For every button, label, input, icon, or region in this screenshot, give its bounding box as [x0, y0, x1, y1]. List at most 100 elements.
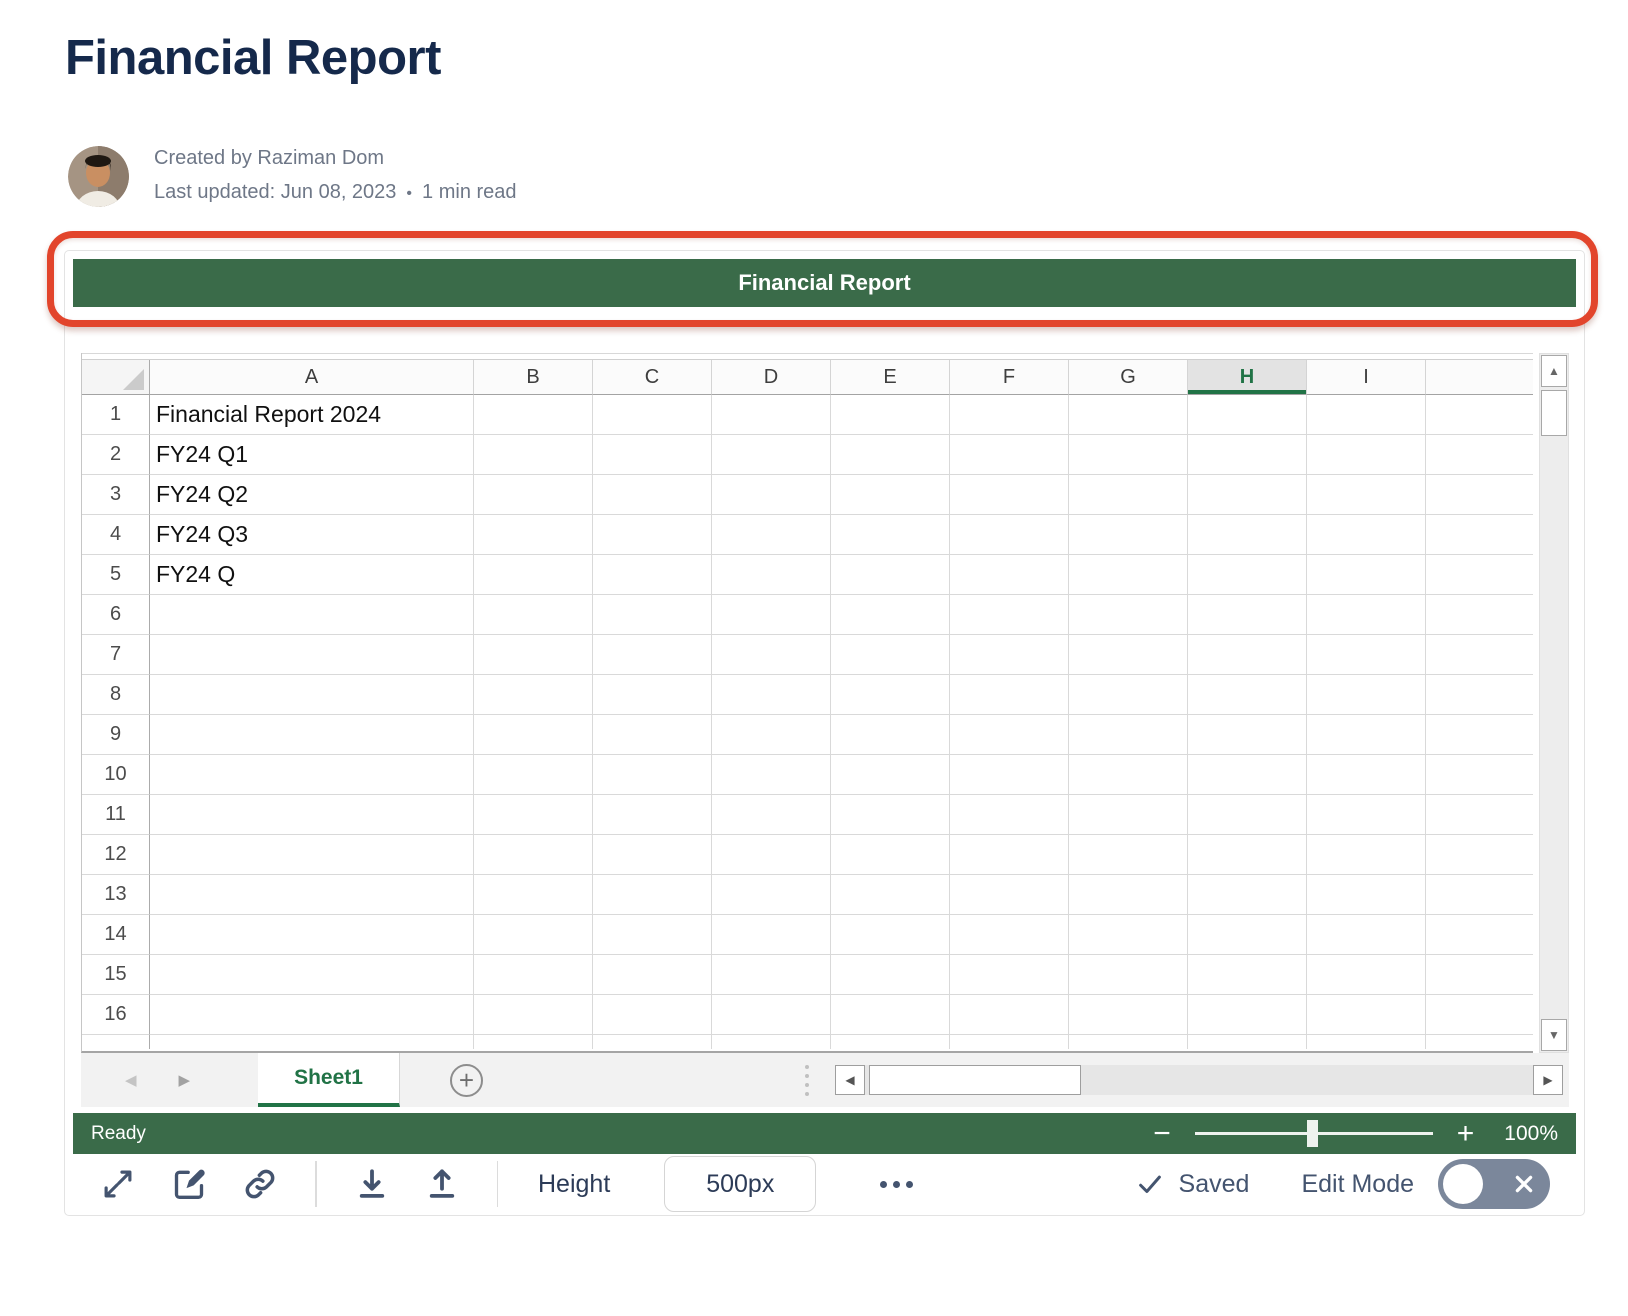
row-header-5[interactable]: 5: [82, 555, 150, 595]
cell-A4[interactable]: FY24 Q3: [150, 515, 474, 555]
cell-H2[interactable]: [1188, 435, 1307, 475]
cell-C3[interactable]: [593, 475, 712, 515]
cell-A3[interactable]: FY24 Q2: [150, 475, 474, 515]
vertical-scrollbar[interactable]: ▲ ▼: [1539, 353, 1569, 1053]
row-header-14[interactable]: 14: [82, 915, 150, 955]
horizontal-scrollbar-track[interactable]: [865, 1065, 1533, 1095]
cell-I2[interactable]: [1307, 435, 1426, 475]
cell-H6[interactable]: [1188, 595, 1307, 635]
cell-F7[interactable]: [950, 635, 1069, 675]
cell-F10[interactable]: [950, 755, 1069, 795]
cell-E8[interactable]: [831, 675, 950, 715]
cell-G7[interactable]: [1069, 635, 1188, 675]
row-header-1[interactable]: 1: [82, 395, 150, 435]
row-header-10[interactable]: 10: [82, 755, 150, 795]
cell-F1[interactable]: [950, 395, 1069, 435]
expand-button[interactable]: [99, 1165, 137, 1203]
cell-C14[interactable]: [593, 915, 712, 955]
zoom-out-button[interactable]: −: [1153, 1116, 1171, 1150]
cell-C5[interactable]: [593, 555, 712, 595]
cell-D3[interactable]: [712, 475, 831, 515]
cell-D8[interactable]: [712, 675, 831, 715]
row-header-11[interactable]: 11: [82, 795, 150, 835]
cell-E5[interactable]: [831, 555, 950, 595]
column-header-D[interactable]: D: [712, 360, 831, 395]
cell-B2[interactable]: [474, 435, 593, 475]
column-header-G[interactable]: G: [1069, 360, 1188, 395]
cell-D13[interactable]: [712, 875, 831, 915]
cell-C8[interactable]: [593, 675, 712, 715]
cell-I8[interactable]: [1307, 675, 1426, 715]
scroll-up-button[interactable]: ▲: [1541, 355, 1567, 387]
column-header-B[interactable]: B: [474, 360, 593, 395]
cell-H14[interactable]: [1188, 915, 1307, 955]
cell-A5[interactable]: FY24 Q: [150, 555, 474, 595]
cell-C15[interactable]: [593, 955, 712, 995]
cell-F2[interactable]: [950, 435, 1069, 475]
cell-F3[interactable]: [950, 475, 1069, 515]
cell-B1[interactable]: [474, 395, 593, 435]
cell-A8[interactable]: [150, 675, 474, 715]
cell-H3[interactable]: [1188, 475, 1307, 515]
tab-scroll-next-icon[interactable]: ▶: [178, 1072, 191, 1089]
cell-F5[interactable]: [950, 555, 1069, 595]
cell-E13[interactable]: [831, 875, 950, 915]
cell-E9[interactable]: [831, 715, 950, 755]
cell-A9[interactable]: [150, 715, 474, 755]
cell-I4[interactable]: [1307, 515, 1426, 555]
row-header-15[interactable]: 15: [82, 955, 150, 995]
cell-D6[interactable]: [712, 595, 831, 635]
cell-A7[interactable]: [150, 635, 474, 675]
cell-I14[interactable]: [1307, 915, 1426, 955]
cell-I9[interactable]: [1307, 715, 1426, 755]
column-header-F[interactable]: F: [950, 360, 1069, 395]
cell-H13[interactable]: [1188, 875, 1307, 915]
cell-F4[interactable]: [950, 515, 1069, 555]
scroll-left-button[interactable]: ◀: [835, 1065, 865, 1095]
cell-I15[interactable]: [1307, 955, 1426, 995]
cell-A15[interactable]: [150, 955, 474, 995]
cell-D5[interactable]: [712, 555, 831, 595]
cell-D10[interactable]: [712, 755, 831, 795]
edit-button[interactable]: [169, 1164, 209, 1204]
cell-G4[interactable]: [1069, 515, 1188, 555]
cell-E7[interactable]: [831, 635, 950, 675]
cell-I7[interactable]: [1307, 635, 1426, 675]
edit-mode-toggle[interactable]: [1438, 1159, 1550, 1209]
scroll-right-button[interactable]: ▶: [1533, 1065, 1563, 1095]
cell-A1[interactable]: Financial Report 2024: [150, 395, 474, 435]
more-options-button[interactable]: [880, 1180, 914, 1188]
cell-I12[interactable]: [1307, 835, 1426, 875]
cell-A13[interactable]: [150, 875, 474, 915]
cell-G6[interactable]: [1069, 595, 1188, 635]
author-avatar[interactable]: [68, 145, 129, 207]
cell-H1[interactable]: [1188, 395, 1307, 435]
cell-C12[interactable]: [593, 835, 712, 875]
column-header-E[interactable]: E: [831, 360, 950, 395]
cell-B14[interactable]: [474, 915, 593, 955]
cell-C4[interactable]: [593, 515, 712, 555]
cell-E4[interactable]: [831, 515, 950, 555]
row-header-4[interactable]: 4: [82, 515, 150, 555]
cell-F13[interactable]: [950, 875, 1069, 915]
cell-G3[interactable]: [1069, 475, 1188, 515]
cell-C1[interactable]: [593, 395, 712, 435]
cell-D16[interactable]: [712, 995, 831, 1035]
cell-H16[interactable]: [1188, 995, 1307, 1035]
cell-A11[interactable]: [150, 795, 474, 835]
cell-F12[interactable]: [950, 835, 1069, 875]
cell-D15[interactable]: [712, 955, 831, 995]
cell-A16[interactable]: [150, 995, 474, 1035]
cell-G12[interactable]: [1069, 835, 1188, 875]
cell-B5[interactable]: [474, 555, 593, 595]
cell-G5[interactable]: [1069, 555, 1188, 595]
cell-E2[interactable]: [831, 435, 950, 475]
cell-B10[interactable]: [474, 755, 593, 795]
cell-B8[interactable]: [474, 675, 593, 715]
height-input[interactable]: [664, 1156, 817, 1212]
row-header-9[interactable]: 9: [82, 715, 150, 755]
cell-E1[interactable]: [831, 395, 950, 435]
row-header-8[interactable]: 8: [82, 675, 150, 715]
cell-I1[interactable]: [1307, 395, 1426, 435]
cell-I10[interactable]: [1307, 755, 1426, 795]
